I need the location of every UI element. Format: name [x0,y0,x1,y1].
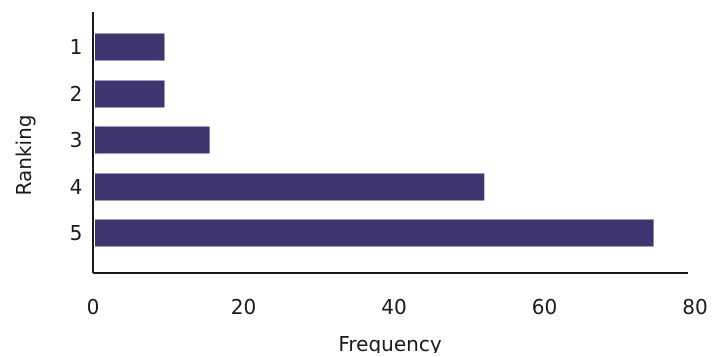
y-tick-label-5: 5 [70,221,83,245]
x-tick-label-20: 20 [231,295,256,319]
y-tick-label-2: 2 [70,82,83,106]
x-tick-labels: 0 20 40 60 80 [87,295,708,319]
bar-ranking-3 [95,126,210,154]
x-axis-title: Frequency [338,332,441,353]
bar-ranking-5 [95,219,654,247]
x-tick-label-0: 0 [87,295,100,319]
x-tick-label-40: 40 [381,295,406,319]
x-tick-label-60: 60 [532,295,557,319]
y-axis-title: Ranking [12,115,36,196]
y-tick-label-3: 3 [70,128,83,152]
y-tick-label-1: 1 [70,35,83,59]
y-tick-labels: 1 2 3 4 5 [70,35,83,245]
bar-ranking-2 [95,80,165,108]
bars-group [95,33,654,247]
y-tick-label-4: 4 [70,175,83,199]
bar-ranking-4 [95,173,485,201]
bar-ranking-1 [95,33,165,61]
x-tick-label-80: 80 [682,295,707,319]
